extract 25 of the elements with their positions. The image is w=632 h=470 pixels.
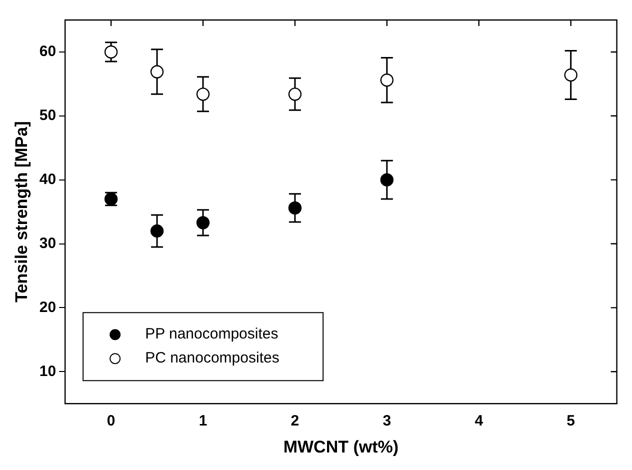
x-tick-label: 5 (566, 412, 575, 430)
x-axis-title: MWCNT (wt%) (283, 437, 399, 456)
point (380, 74, 394, 87)
legend-label: PP nanocomposites (145, 326, 278, 343)
point (380, 173, 394, 186)
point (150, 224, 164, 238)
y-tick-label: 20 (39, 298, 56, 316)
legend-label: PC nanocomposites (145, 350, 280, 367)
x-tick-label: 3 (382, 412, 392, 430)
point (196, 88, 210, 101)
point (288, 88, 302, 101)
point (196, 216, 210, 230)
y-tick-label: 30 (39, 234, 56, 252)
y-tick-label: 50 (39, 107, 56, 124)
y-tick-label: 60 (39, 43, 56, 60)
point (564, 68, 578, 82)
x-tick-label: 4 (474, 412, 484, 430)
x-tick-label: 1 (198, 412, 208, 430)
y-tick-label: 40 (39, 170, 56, 188)
y-tick-label: 10 (39, 362, 56, 380)
x-tick-label: 0 (106, 412, 116, 430)
point (288, 201, 302, 215)
point (150, 65, 164, 78)
x-tick-label: 2 (290, 412, 300, 430)
y-axis-title: Tensile strength [MPa] (12, 121, 31, 302)
